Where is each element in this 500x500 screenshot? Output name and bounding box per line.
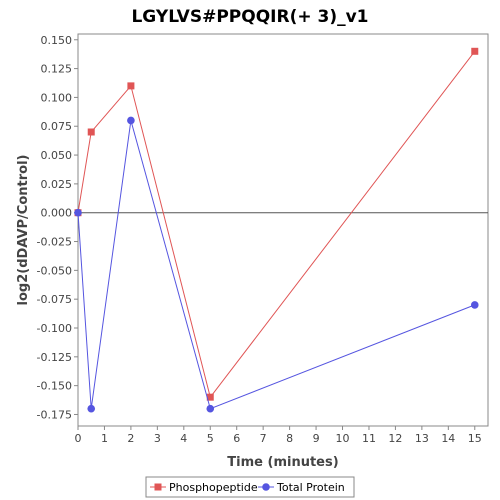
x-tick-label: 2 [127, 432, 134, 445]
plot-area [77, 33, 489, 427]
y-tick-label: 0.025 [41, 178, 73, 191]
x-tick-label: 14 [441, 432, 455, 445]
x-tick-label: 4 [180, 432, 187, 445]
data-point [127, 82, 135, 90]
y-tick-label: 0.075 [41, 120, 73, 133]
x-tick-label: 10 [336, 432, 350, 445]
x-tick-label: 9 [313, 432, 320, 445]
y-axis-label: log2(dDAVP/Control) [16, 155, 31, 306]
y-tick-label: -0.175 [37, 408, 72, 421]
data-point [74, 208, 82, 217]
x-tick-label: 3 [154, 432, 161, 445]
y-tick-label: -0.100 [37, 322, 72, 335]
data-point [127, 116, 135, 125]
y-axis: 0.150 0.125 0.100 0.075 0.050 0.025 0.000 -0.02… [37, 34, 78, 421]
data-point [87, 128, 95, 136]
y-tick-label: -0.125 [37, 351, 72, 364]
legend-marker [262, 483, 270, 491]
y-tick-label: 0.125 [41, 63, 73, 76]
legend [145, 476, 355, 498]
x-tick-label: 5 [207, 432, 214, 445]
x-tick-label: 6 [233, 432, 240, 445]
data-point [471, 47, 479, 55]
y-tick-label: 0.150 [41, 34, 73, 47]
y-tick-label: 0.050 [41, 149, 73, 162]
legend-label: Phosphopeptide [169, 481, 258, 494]
x-tick-label: 1 [101, 432, 108, 445]
legend-items: Phosphopeptide Total Protein [150, 481, 345, 494]
y-tick-label: -0.075 [37, 293, 72, 306]
x-axis: 0 1 2 3 4 5 6 7 8 9 10 11 12 13 14 15 [75, 426, 482, 445]
y-tick-label: -0.025 [37, 236, 72, 249]
series-layer [74, 47, 479, 413]
chart-title: LGYLVS#PPQQIR(+ 3)_v1 [131, 7, 368, 27]
x-tick-label: 12 [388, 432, 402, 445]
x-tick-label: 11 [362, 432, 376, 445]
x-tick-label: 15 [468, 432, 482, 445]
x-tick-label: 7 [260, 432, 267, 445]
data-point [470, 301, 479, 309]
y-tick-label: -0.150 [37, 380, 72, 393]
legend-marker [154, 483, 162, 491]
data-point [206, 393, 214, 401]
x-tick-label: 8 [286, 432, 293, 445]
y-tick-label: 0.000 [41, 207, 73, 220]
x-tick-label: 0 [75, 432, 82, 445]
x-tick-label: 13 [415, 432, 429, 445]
data-point [87, 404, 96, 413]
x-axis-label: Time (minutes) [227, 455, 338, 470]
legend-label: Total Protein [276, 481, 345, 494]
y-tick-label: -0.050 [37, 264, 72, 277]
y-tick-label: 0.100 [41, 91, 73, 104]
data-point [206, 404, 215, 413]
